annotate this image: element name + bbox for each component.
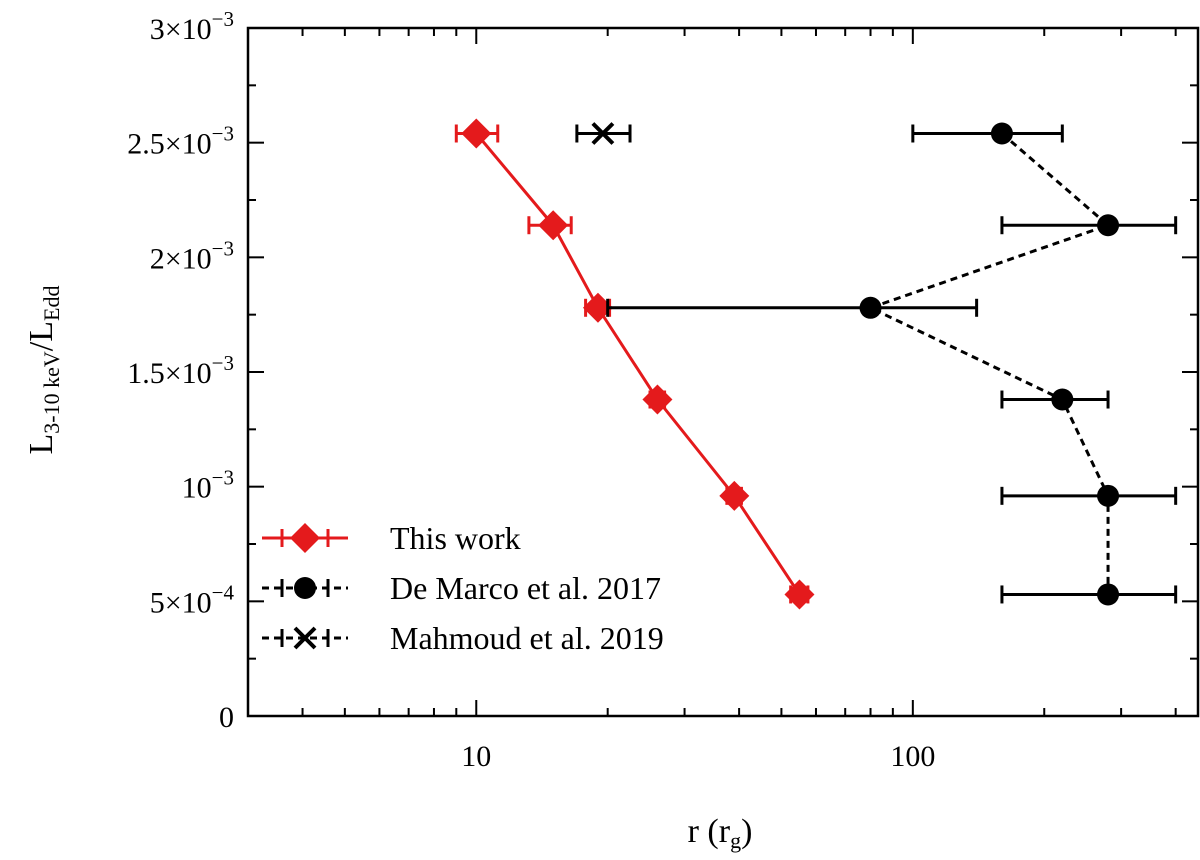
data-point-marker [784,579,815,610]
y-tick-exponent: −3 [212,122,234,146]
y-axis-label-sub2: Edd [39,286,64,321]
data-point-marker [1097,214,1120,237]
legend-label: Mahmoud et al. 2019 [390,620,664,656]
y-tick-label: 2×10−3 [150,236,234,275]
axis-ticks [247,27,1198,717]
y-tick-label: 0 [219,701,234,734]
legend-entry-0: This work [262,520,521,556]
y-tick-mantissa: 5×10 [150,586,212,619]
series-1 [606,122,1178,606]
data-point-marker [290,523,320,553]
legend-label: De Marco et al. 2017 [390,570,661,606]
y-tick-mantissa: 1.5×10 [127,357,211,390]
y-axis-label-sub1: 3-10 keV [39,351,64,434]
legend-entry-2: Mahmoud et al. 2019 [262,620,664,656]
data-point-marker [582,292,613,323]
legend-label: This work [390,520,521,556]
data-point-marker [591,122,615,145]
y-tick-label: 1.5×10−3 [127,351,234,390]
series-0 [454,118,815,610]
y-tick-exponent: −4 [212,580,235,604]
series-line [866,132,1111,595]
y-axis-label-slash: / [23,341,60,351]
y-axis-label-main1: L [23,434,60,455]
legend-entry-1: De Marco et al. 2017 [262,570,661,606]
y-tick-mantissa: 0 [219,701,234,734]
data-point-marker [859,296,882,319]
y-tick-label: 5×10−4 [150,580,235,619]
y-tick-label: 2.5×10−3 [127,122,234,161]
y-tick-exponent: −3 [212,7,234,31]
y-axis-label: L3-10 keV/LEdd [23,286,64,455]
y-tick-exponent: −3 [212,466,234,490]
legend: This work De Marco et al. 2017 Mahmoud et … [262,520,664,656]
x-tick-label: 100 [890,740,935,773]
y-tick-label: 10−3 [182,466,234,505]
plot-frame [246,26,1200,718]
data-point-marker [461,118,492,149]
tick-labels: 10 10005×10−410−31.5×10−32×10−32.5×10−33×… [127,7,935,773]
y-tick-mantissa: 2×10 [150,242,212,275]
y-tick-mantissa: 10 [182,472,212,505]
x-tick-label: 10 [461,740,491,773]
data-point-marker [1051,388,1074,411]
series-2 [575,122,632,145]
x-axis-label-close: ) [741,813,752,850]
data-point-marker [294,577,316,599]
y-tick-mantissa: 2.5×10 [127,128,211,161]
x-axis-label-main: r (r [688,813,731,850]
data-point-marker [1097,583,1120,606]
x-axis-label: r (rg) [688,813,753,853]
y-tick-mantissa: 3×10 [150,13,212,46]
series-line [475,132,801,596]
data-point-marker [642,384,673,415]
x-axis-label-sub: g [730,828,741,853]
data-point-marker [719,480,750,511]
data-point-marker [990,122,1013,145]
y-tick-label: 3×10−3 [150,7,234,46]
data-point-marker [538,210,569,241]
data-point-marker [1097,484,1120,507]
y-tick-exponent: −3 [212,351,234,375]
y-axis-label-main2: L [23,321,60,342]
y-tick-exponent: −3 [212,236,234,260]
data-point-marker [293,626,317,650]
data-layer [454,118,1178,610]
